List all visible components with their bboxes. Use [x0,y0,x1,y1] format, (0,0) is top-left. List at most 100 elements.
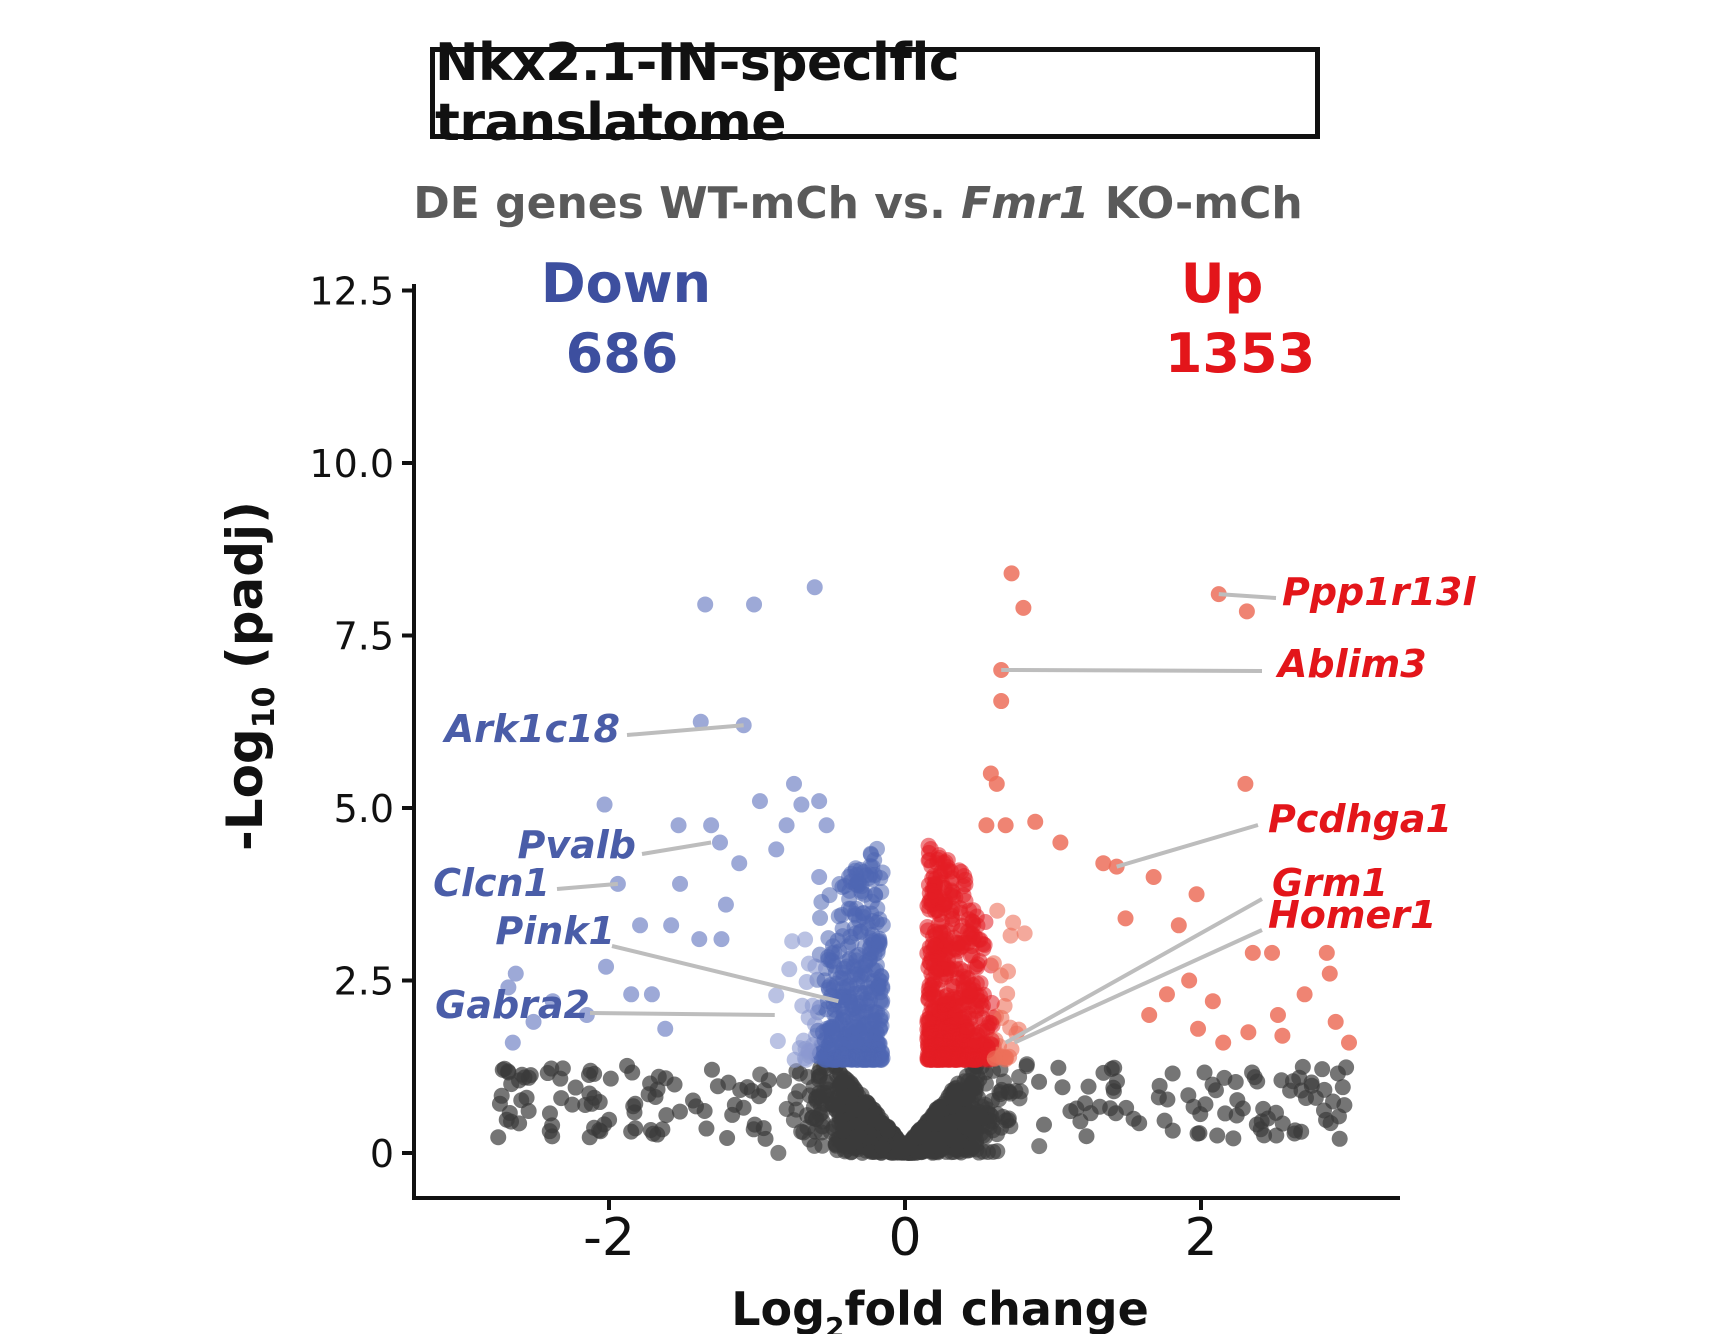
ns-point [564,1096,581,1113]
ns-point [709,1078,726,1095]
up-point [1237,775,1254,792]
ns-point [1018,1058,1035,1075]
down-point [781,961,798,978]
down-point [703,817,720,834]
ns-point [1229,1092,1246,1109]
down-point [504,1034,521,1051]
ns-point [493,1087,510,1104]
down-point [841,1033,858,1050]
down-point [525,1013,542,1030]
ns-point [520,1103,537,1120]
ns-point [1287,1122,1304,1139]
up-point [1117,910,1134,927]
x-label-rest: fold change [845,1282,1149,1334]
significant-points [500,565,1357,1068]
ns-point [580,1066,597,1083]
gene-leader-line [641,840,712,856]
ns-point [814,1137,831,1154]
up-point [1003,1041,1020,1058]
ns-point [835,1122,852,1139]
up-point [930,847,947,864]
gene-label-ablim3: Ablim3 [1275,642,1427,686]
down-point [871,936,888,953]
up-point [955,968,972,985]
ns-point [845,1134,862,1151]
down-point [839,1021,856,1038]
gene-label-homer1: Homer1 [1268,893,1436,937]
ns-point [1080,1078,1097,1095]
y-tick-label: 5.0 [334,787,394,831]
up-point [1188,886,1205,903]
up-point [1181,972,1198,989]
ns-point [963,1119,980,1136]
ns-point [1318,1111,1335,1128]
down-point [855,905,872,922]
gene-label-ppp1r13l: Ppp1r13l [1282,570,1476,614]
ns-point [1249,1073,1266,1090]
ns-point [602,1070,619,1087]
down-point [818,817,835,834]
gene-label-gabra2: Gabra2 [435,983,590,1027]
ns-point [1228,1107,1245,1124]
ns-point [864,1109,881,1126]
ns-point [719,1130,736,1147]
down-point [871,911,888,928]
up-point [999,985,1016,1002]
gene-label-pvalb: Pvalb [518,823,637,867]
down-point [798,974,815,991]
ns-point [1227,1073,1244,1090]
x-label-base: Log [731,1282,825,1334]
down-point [800,955,817,972]
down-point [811,869,828,885]
gene-leader-line [1218,592,1277,600]
ns-point [726,1096,743,1113]
gene-leader-line [556,881,619,891]
down-point [816,1051,833,1068]
ns-point [932,1115,949,1132]
gene-leader-line [1116,823,1259,869]
ns-point [985,1122,1002,1139]
up-point [1052,834,1069,851]
ns-point [743,1082,760,1099]
down-point [852,923,869,940]
y-tick-label: 2.5 [334,960,394,1004]
gene-label-leaders [556,592,1277,1045]
up-point [1341,1034,1357,1051]
gene-leader-line [626,723,744,737]
up-point [922,892,939,909]
up-point [1158,986,1175,1003]
ns-point [989,1143,1006,1160]
ns-point [1273,1072,1290,1089]
ns-point [1105,1083,1122,1100]
gene-leader-line [589,1011,775,1017]
gene-leader-line [1013,928,1263,1045]
ns-point [552,1070,569,1087]
up-point [978,817,995,834]
chart-title-box: Nkx2.1-IN-specific translatome [430,33,1320,153]
up-point [955,878,972,895]
non-significant-points [490,1055,1355,1161]
y-axis-label: -Log10 (padj) [216,501,282,851]
up-point [1016,925,1033,942]
ns-point [658,1107,675,1124]
x-tick-label: 0 [888,1208,921,1268]
down-point [863,893,880,910]
down-count: 686 [566,322,679,385]
ns-point [1054,1079,1071,1096]
down-point [670,817,687,834]
ns-point [995,1108,1012,1125]
gene-label-clcn1: Clcn1 [433,861,550,905]
ns-point [793,1123,810,1140]
ns-point [810,1071,827,1088]
up-point [1002,1019,1019,1036]
up-point [1269,1007,1286,1023]
ns-point [1284,1073,1301,1090]
ns-point [1329,1065,1346,1082]
down-label: Down [541,252,711,315]
ns-point [1331,1130,1348,1147]
up-point [997,817,1014,834]
ns-point [1031,1073,1048,1090]
ns-point [511,1072,528,1089]
down-point [835,970,852,987]
